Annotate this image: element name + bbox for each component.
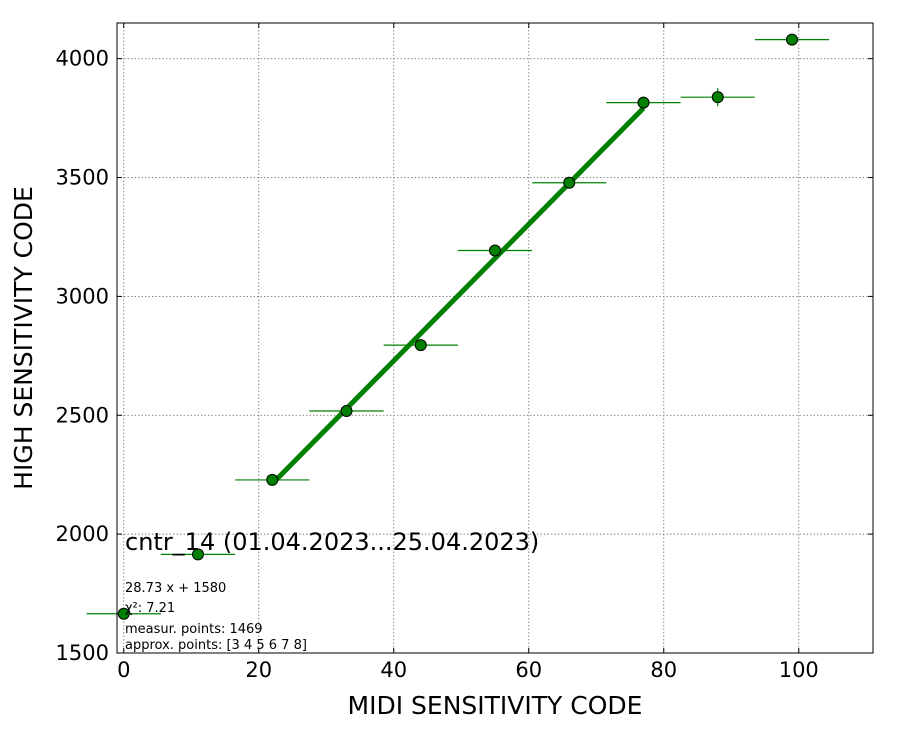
fit-line [270, 106, 646, 486]
y-tick-label-2: 2500 [56, 403, 109, 427]
x-tick-label-3: 60 [515, 658, 542, 682]
chart-annotation-title: cntr_14 (01.04.2023...25.04.2023) [125, 528, 539, 556]
point-layer [117, 33, 798, 620]
plot-frame [116, 22, 874, 654]
data-point-9 [786, 33, 798, 46]
y-tick-label-0: 1500 [56, 641, 109, 665]
x-tick-label-2: 40 [380, 658, 407, 682]
y-tick-label-5: 4000 [56, 47, 109, 71]
y-tick-label-4: 3500 [56, 166, 109, 190]
y-axis-label: HIGH SENSITIVITY CODE [9, 186, 38, 490]
data-point-3 [340, 404, 353, 417]
x-tick-label-1: 20 [245, 658, 272, 682]
data-point-8 [711, 91, 724, 104]
tick-layer: 0 20 40 60 80 100 1500 2000 2500 3000 3500 4000 [56, 23, 873, 682]
data-point-4 [414, 339, 427, 352]
x-axis-label: MIDI SENSITIVITY CODE [348, 691, 643, 720]
annotation-line-1: χ²: 7.21 [125, 601, 175, 616]
annotation-block: 28.73 x + 1580 χ²: 7.21 measur. points: 14… [125, 581, 307, 653]
y-tick-label-1: 2000 [56, 522, 109, 546]
data-point-1 [192, 548, 204, 561]
x-tick-label-0: 0 [117, 658, 130, 682]
x-tick-label-4: 80 [650, 658, 677, 682]
annotation-line-0: 28.73 x + 1580 [125, 581, 226, 596]
fit-layer [270, 106, 646, 486]
data-point-6 [563, 176, 576, 189]
data-point-2 [266, 473, 279, 486]
data-point-5 [489, 244, 501, 257]
annotation-line-2: measur. points: 1469 [125, 622, 263, 637]
annotation-line-3: approx. points: [3 4 5 6 7 8] [125, 638, 307, 653]
y-tick-label-3: 3000 [56, 284, 109, 308]
data-point-0 [117, 607, 130, 620]
data-point-7 [637, 96, 650, 109]
x-tick-label-5: 100 [779, 658, 819, 682]
grid [117, 23, 873, 654]
